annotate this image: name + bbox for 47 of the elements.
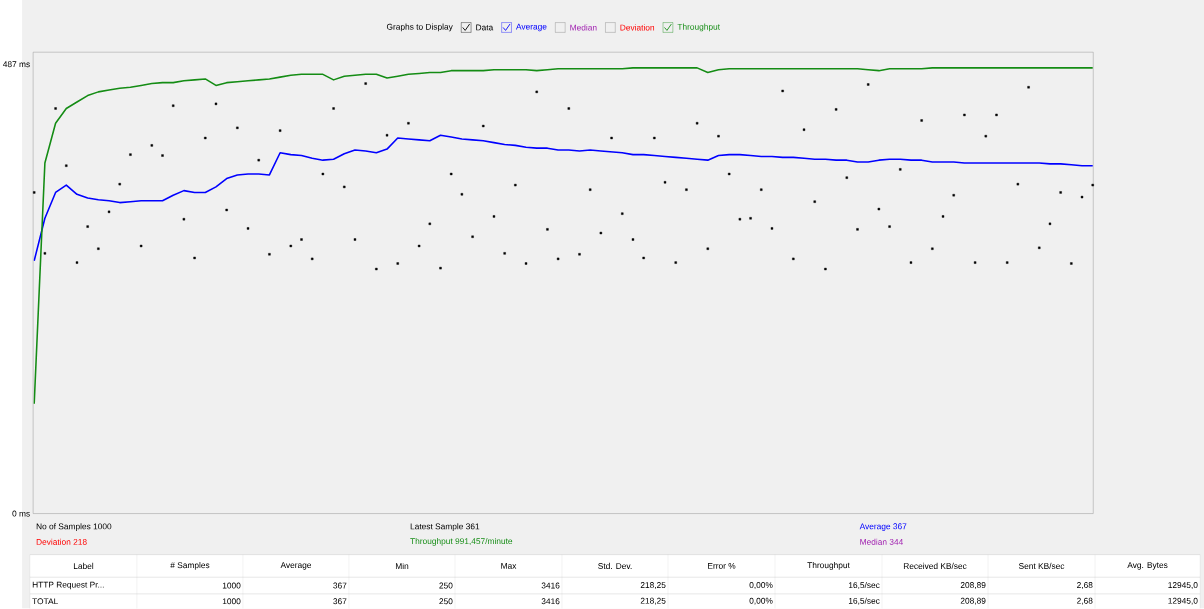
text: 1000 [222,598,241,605]
text: Throughput 991,457/minute [410,538,513,546]
y-tick-label: 0 ms [12,510,30,517]
text: Error % [708,563,736,569]
text: 250 [439,582,453,589]
y-tick-label: 487 ms [2,61,30,68]
text: # Samples [170,562,210,570]
text: Latest Sample 361 [410,523,480,532]
text: 12945,0 [1168,582,1198,590]
text: HTTP Request Pr... [32,581,104,590]
text: 367 [333,598,347,605]
text: Std. Dev. [598,562,632,570]
text: Sent KB/sec [1018,562,1065,570]
legend-label: Average [515,23,547,32]
legend-label: Data [476,24,494,31]
text: Median 344 [860,538,903,545]
text: 12945,0 [1168,597,1198,605]
text: Max [501,563,517,569]
text: 218,25 [640,597,666,605]
text: Median [570,24,597,31]
text: 3416 [541,582,560,589]
text: 218,25 [640,582,666,590]
text: 367 [333,582,347,589]
text: 208,89 [960,597,986,605]
text: No of Samples 1000 [36,523,112,532]
text: 0,00% [749,582,773,590]
text: Average 367 [859,523,907,531]
legend-title: Graphs to Display [386,23,453,32]
text: Received KB/sec [903,562,967,570]
legend-label: Throughput [677,23,720,32]
text: Throughput [807,562,850,570]
text: 0,00% [749,597,773,605]
text: 2,68 [1077,582,1093,590]
text: Deviation 218 [36,538,87,545]
text: 208,89 [960,582,986,590]
text: Min [395,562,409,570]
text: 3416 [541,598,560,605]
text: Deviation [620,24,655,31]
text: 250 [439,598,453,605]
text: 2,68 [1077,597,1093,605]
text: Average [280,562,312,570]
text: Avg. Bytes [1127,562,1168,570]
text: 16,5/sec [848,582,880,590]
text: 16,5/sec [848,597,880,605]
text: Label [73,562,94,570]
text: TOTAL [32,598,58,605]
text: 1000 [222,582,241,589]
